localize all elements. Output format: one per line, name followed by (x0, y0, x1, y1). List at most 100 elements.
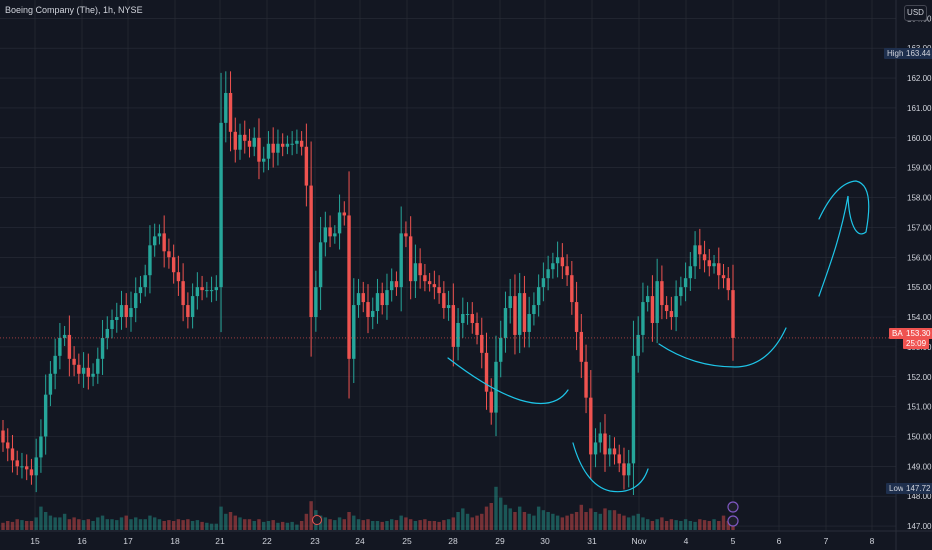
candle (484, 332, 489, 410)
candle-body (110, 319, 114, 329)
candle (81, 352, 86, 388)
candle-body (333, 233, 337, 237)
time-tick-label: 15 (30, 536, 40, 546)
candle-body (574, 302, 579, 332)
candle-body (380, 293, 384, 306)
candle (555, 241, 560, 278)
price-tick-label: 154.00 (907, 313, 932, 322)
low-value-tag: 147.72 (903, 483, 932, 494)
price-tick-label: 148.00 (907, 492, 932, 501)
candle-body (143, 275, 147, 288)
candle (86, 353, 91, 390)
candle-body (465, 314, 470, 316)
volume-bar (404, 517, 408, 530)
time-tick-label: 18 (170, 536, 180, 546)
volume-bar (593, 512, 598, 530)
volume-bar (461, 508, 465, 530)
candle (285, 135, 290, 155)
volume-bar (432, 521, 437, 530)
volume-bar (679, 521, 683, 530)
candle-body (622, 463, 626, 476)
candle-body (475, 322, 479, 335)
volume-bar (96, 517, 100, 530)
candle (262, 146, 266, 173)
candle (669, 296, 674, 330)
candle (674, 280, 678, 332)
candle-body (138, 287, 143, 294)
current-price-tag: 153.30 (903, 328, 932, 339)
candle (617, 444, 621, 473)
volume-bar (309, 501, 313, 530)
volume-bar (442, 520, 446, 530)
candle (688, 252, 693, 291)
volume-bar (233, 515, 237, 530)
volume-bar (205, 522, 209, 530)
volume-bar (408, 519, 413, 530)
candle-body (394, 281, 399, 288)
candle (508, 278, 512, 324)
currency-button[interactable]: USD (904, 5, 927, 21)
candle-body (650, 296, 655, 323)
symbol-title: Boeing Company (The), 1h, NYSE (5, 5, 143, 15)
candle-body (698, 245, 702, 255)
candle-body (176, 272, 181, 282)
volume-bar (660, 517, 664, 530)
earnings-marker-icon (312, 515, 322, 525)
candle (6, 428, 10, 462)
candle (650, 275, 655, 342)
candle-body (285, 143, 290, 147)
candle (295, 129, 299, 154)
candle (53, 338, 57, 390)
volume-bar (717, 521, 721, 530)
volume-bar (271, 520, 275, 530)
candle-body (494, 361, 498, 413)
candle-body (522, 293, 527, 332)
candle-body (148, 245, 152, 276)
volume-bar (34, 517, 38, 530)
volume-bar (721, 515, 726, 530)
candle (494, 335, 498, 437)
candle-body (6, 442, 10, 449)
volume-bar (81, 520, 86, 530)
volume-bar (143, 519, 147, 530)
candle (337, 194, 342, 250)
candle-body (10, 448, 15, 461)
candle (243, 120, 247, 154)
price-tick-label: 151.00 (907, 403, 932, 412)
candle (39, 419, 43, 473)
volume-bar (608, 510, 612, 530)
time-tick-label: 5 (731, 536, 736, 546)
candle-body (721, 275, 726, 279)
candle-body (385, 290, 389, 306)
volume-bar (299, 521, 304, 530)
volume-bar (53, 517, 57, 530)
volume-bar (674, 520, 678, 530)
volume-bar (627, 517, 631, 530)
volume-bar (664, 521, 669, 530)
volume-bar (669, 519, 674, 530)
candle-body (375, 293, 380, 312)
volume-bar (157, 519, 162, 530)
chart-grid (0, 0, 896, 531)
volume-bar (532, 515, 536, 530)
volume-bar (389, 519, 394, 530)
candle (712, 255, 716, 274)
price-tick-label: 157.00 (907, 223, 932, 232)
volume-bar (138, 519, 143, 530)
candle-body (456, 322, 460, 347)
candle (489, 378, 493, 425)
candle (318, 216, 323, 310)
candle-body (442, 293, 446, 309)
candle-body (366, 302, 370, 318)
volume-bar (456, 512, 460, 530)
volume-bar (517, 506, 522, 530)
candle (115, 302, 119, 333)
candle (461, 297, 465, 338)
candle (536, 274, 541, 317)
volume-bar (190, 521, 195, 530)
candle (546, 255, 550, 291)
candle-body (660, 281, 664, 306)
candle (636, 316, 640, 373)
volume-bar (304, 513, 309, 530)
